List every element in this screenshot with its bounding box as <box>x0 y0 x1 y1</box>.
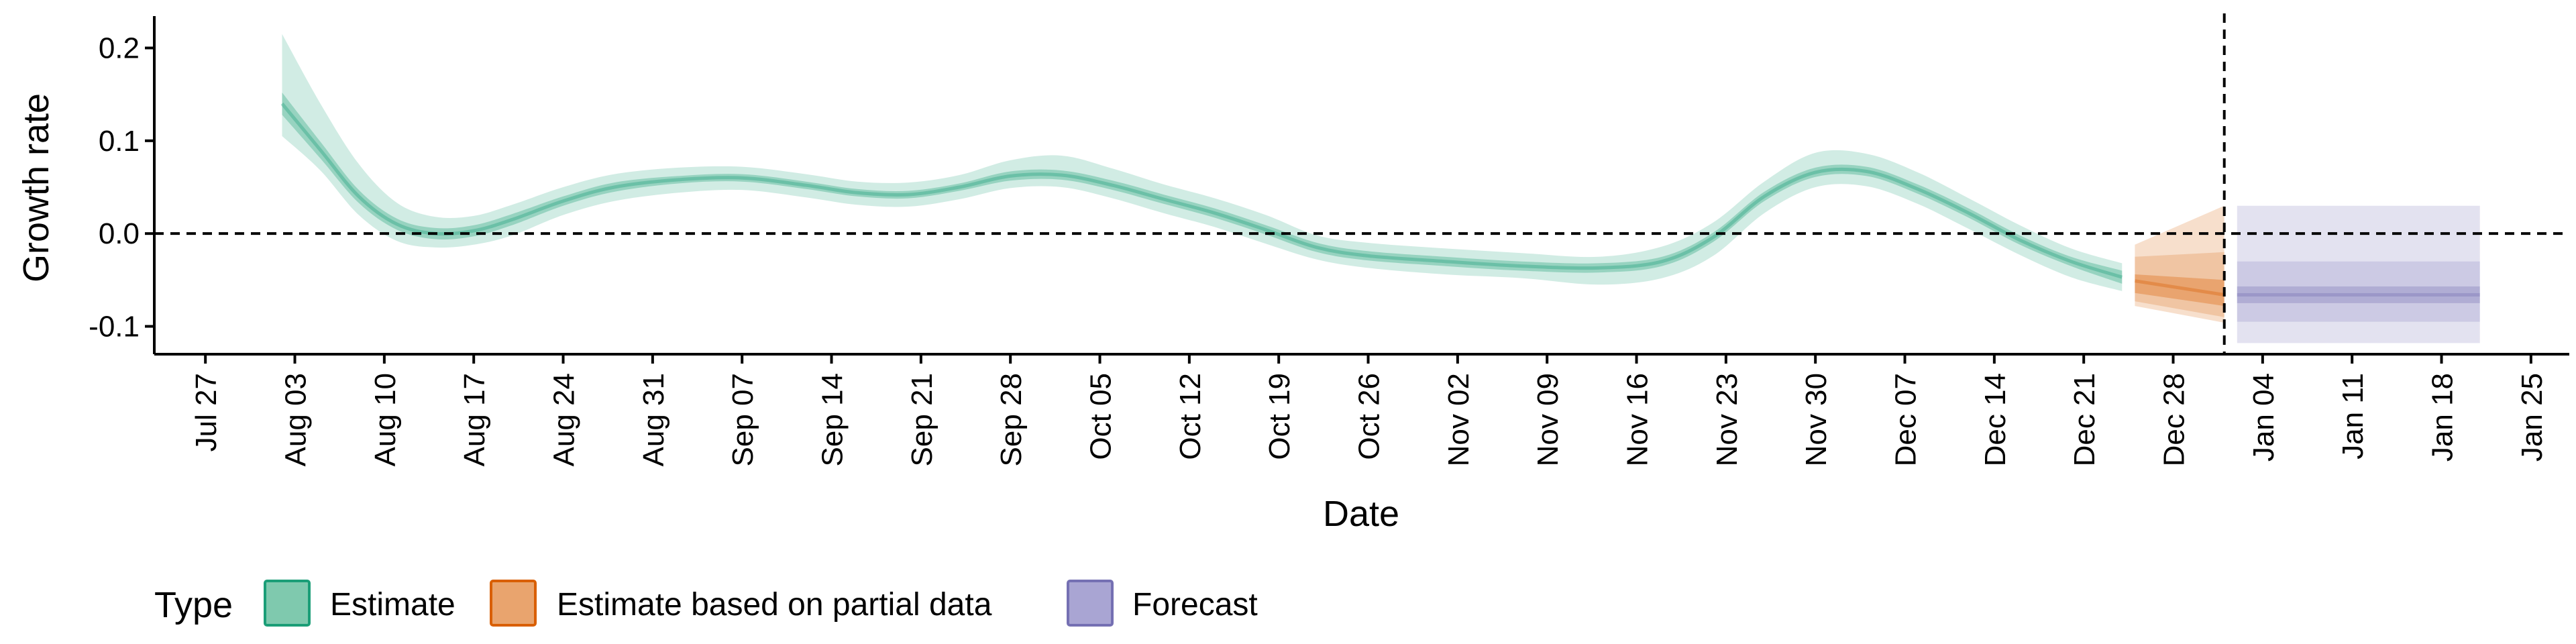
x-tick-label: Dec 21 <box>2068 373 2101 466</box>
x-tick-label: Oct 26 <box>1353 373 1386 460</box>
y-tick-label: -0.1 <box>89 311 140 343</box>
legend-key-forecast <box>1067 580 1114 627</box>
x-tick-label: Jul 27 <box>190 373 223 451</box>
x-tick-label: Sep 21 <box>906 373 938 466</box>
x-tick-label: Sep 28 <box>995 373 1028 466</box>
forecast-outer-band <box>2237 205 2480 343</box>
x-tick-label: Nov 30 <box>1800 373 1833 466</box>
x-tick-label: Aug 24 <box>548 373 581 466</box>
series-forecast <box>2237 205 2480 343</box>
series-partial-data <box>2135 205 2225 323</box>
partial-data-median-line <box>2135 279 2225 297</box>
legend: Type Estimate Estimate based on partial … <box>154 580 1258 627</box>
x-tick-label: Jan 04 <box>2247 373 2280 462</box>
legend-label-estimate: Estimate <box>330 587 455 623</box>
x-tick-label: Oct 12 <box>1174 373 1207 460</box>
estimate-outer-band <box>282 34 2123 291</box>
x-tick-label: Jan 18 <box>2426 373 2459 462</box>
x-tick-label: Sep 14 <box>816 373 849 466</box>
legend-label-forecast: Forecast <box>1132 587 1258 623</box>
legend-title: Type <box>154 585 233 625</box>
x-tick-label: Aug 03 <box>280 373 313 466</box>
legend-key-partial-data <box>490 580 537 627</box>
estimate-inner-band <box>282 92 2123 284</box>
legend-key-estimate <box>264 580 311 627</box>
y-axis-title: Growth rate <box>16 93 56 282</box>
y-tick-label: 0.2 <box>99 32 140 65</box>
axes: 0.2 0.1 0.0 -0.1 Jul 27 Aug 03 Aug 10 Aug 17 Aug… <box>89 16 2569 466</box>
x-axis-title: Date <box>1323 494 1399 534</box>
x-tick-label: Dec 14 <box>1979 373 2012 466</box>
partial-data-outer-band <box>2135 205 2224 323</box>
y-tick-label: 0.1 <box>99 125 140 158</box>
x-tick-label: Nov 16 <box>1621 373 1654 466</box>
x-tick-label: Dec 28 <box>2158 373 2191 466</box>
x-tick-label: Nov 23 <box>1711 373 1743 466</box>
legend-label-partial-data: Estimate based on partial data <box>557 587 992 623</box>
plot-area <box>154 13 2569 354</box>
partial-data-inner-band <box>2135 274 2224 307</box>
x-tick-label: Nov 09 <box>1532 373 1564 466</box>
x-tick-label: Jan 11 <box>2337 373 2369 460</box>
x-tick-label: Sep 07 <box>727 373 759 466</box>
forecast-mid-band <box>2237 261 2480 322</box>
x-tick-label: Oct 05 <box>1085 373 1118 460</box>
x-tick-label: Nov 02 <box>1442 373 1475 466</box>
forecast-inner-band <box>2237 286 2480 303</box>
series-estimate <box>280 34 2123 291</box>
x-tick-label: Aug 31 <box>637 373 670 466</box>
x-tick-label: Oct 19 <box>1263 373 1296 460</box>
x-tick-label: Aug 17 <box>458 373 491 466</box>
x-tick-label: Dec 07 <box>1890 373 1923 466</box>
x-tick-label: Jan 25 <box>2516 373 2548 462</box>
partial-data-mid-band <box>2135 252 2224 317</box>
y-tick-label: 0.0 <box>99 217 140 250</box>
x-tick-label: Aug 10 <box>369 373 402 466</box>
estimate-median-line <box>280 102 2123 279</box>
